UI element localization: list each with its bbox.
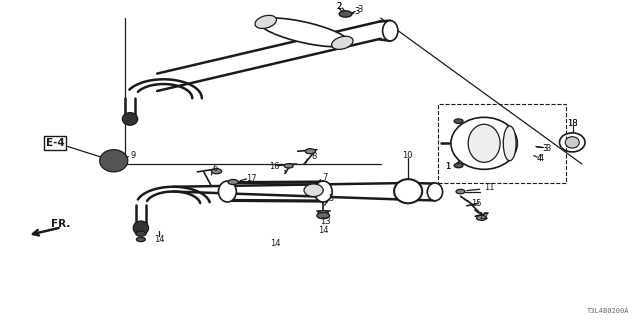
Ellipse shape [476,215,486,220]
Text: 3: 3 [543,144,548,153]
Text: 4: 4 [536,154,541,163]
Ellipse shape [211,169,221,174]
Text: 5: 5 [329,194,334,203]
Ellipse shape [456,189,465,194]
Ellipse shape [454,163,463,168]
Text: 18: 18 [568,119,578,128]
Text: 1: 1 [445,162,451,171]
Text: 7: 7 [323,173,328,182]
Ellipse shape [100,150,128,172]
Text: 1: 1 [445,162,451,171]
Ellipse shape [503,126,516,161]
Ellipse shape [565,137,579,148]
Bar [438,104,566,183]
Ellipse shape [332,36,353,49]
Ellipse shape [136,237,145,242]
Ellipse shape [255,15,276,28]
Ellipse shape [428,183,443,201]
Ellipse shape [314,181,332,202]
Text: 2: 2 [337,3,342,12]
Ellipse shape [305,149,316,154]
Ellipse shape [122,113,138,125]
Text: 16: 16 [269,162,279,171]
Text: FR.: FR. [51,219,70,229]
Text: 15: 15 [471,199,482,208]
Ellipse shape [218,181,236,202]
Text: 3: 3 [545,144,550,153]
Text: 6: 6 [212,164,218,173]
Text: 17: 17 [246,174,257,183]
Text: 4: 4 [539,154,544,163]
Text: 14: 14 [154,235,164,244]
Ellipse shape [136,231,146,236]
Text: E-4: E-4 [45,138,65,148]
Ellipse shape [394,179,422,203]
Ellipse shape [451,117,517,169]
Ellipse shape [383,20,398,41]
Ellipse shape [133,221,148,235]
Text: T3L4B0200A: T3L4B0200A [588,308,630,314]
Text: 18: 18 [567,119,577,128]
Ellipse shape [228,180,238,185]
Text: 9: 9 [131,151,136,160]
Text: 10: 10 [402,151,412,160]
Ellipse shape [339,11,352,17]
Text: 14: 14 [318,226,328,235]
Ellipse shape [284,164,293,168]
Ellipse shape [468,124,500,162]
Ellipse shape [304,184,323,196]
Ellipse shape [259,18,349,47]
Text: 8: 8 [311,151,316,161]
Text: 14: 14 [270,239,280,248]
Text: 13: 13 [320,217,330,226]
Ellipse shape [317,212,330,219]
Ellipse shape [318,211,328,216]
Text: 3: 3 [355,7,360,16]
Text: 12: 12 [477,212,488,221]
Ellipse shape [454,119,463,123]
Text: 11: 11 [484,183,495,192]
Text: 2: 2 [337,2,342,11]
Text: 3: 3 [357,5,362,14]
